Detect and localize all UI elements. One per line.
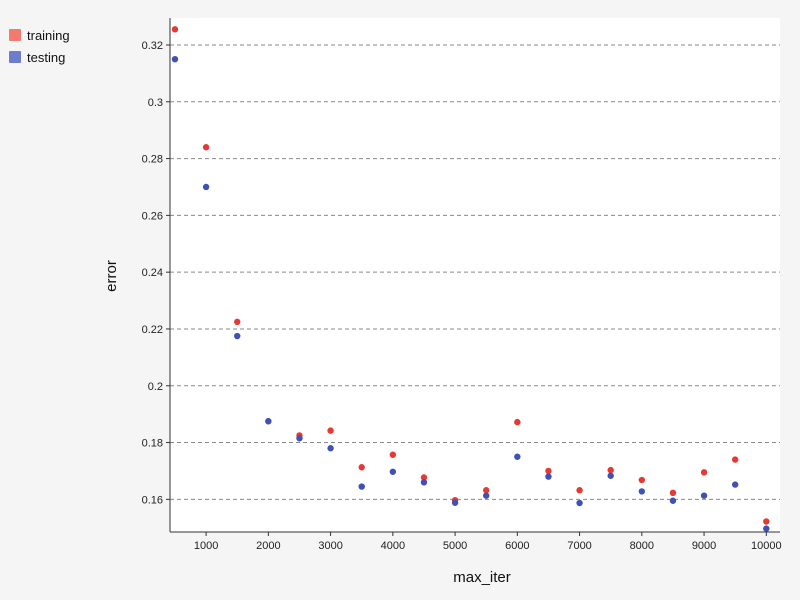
point-testing[interactable] <box>171 55 179 63</box>
x-tick-label: 8000 <box>630 540 654 552</box>
point-testing[interactable] <box>420 479 428 486</box>
point-testing[interactable] <box>327 445 334 452</box>
x-tick-label: 10000 <box>751 540 782 552</box>
point-training[interactable] <box>171 26 179 33</box>
point-testing[interactable] <box>638 488 646 495</box>
y-axis-label: error <box>103 260 120 292</box>
point-training[interactable] <box>483 487 490 494</box>
legend-swatch-training <box>9 29 21 41</box>
point-testing[interactable] <box>389 468 397 475</box>
point-testing[interactable] <box>545 473 552 480</box>
y-tick-label: 0.16 <box>142 494 163 506</box>
plot-area-background <box>170 18 780 532</box>
series-training <box>171 26 770 525</box>
x-tick-label: 5000 <box>443 540 467 552</box>
point-testing[interactable] <box>234 332 241 340</box>
point-training[interactable] <box>638 476 646 484</box>
legend-item-training[interactable]: training <box>9 28 70 43</box>
y-tick-label: 0.22 <box>142 324 163 336</box>
point-testing[interactable] <box>451 499 459 506</box>
point-training[interactable] <box>731 456 739 463</box>
legend: training testing <box>9 28 70 65</box>
y-tick-label: 0.3 <box>148 97 163 109</box>
point-training[interactable] <box>234 318 241 326</box>
point-testing[interactable] <box>483 492 490 499</box>
point-training[interactable] <box>420 474 428 481</box>
x-tick-label: 4000 <box>381 540 405 552</box>
point-training[interactable] <box>763 518 770 525</box>
point-testing[interactable] <box>296 435 303 442</box>
point-training[interactable] <box>545 467 552 475</box>
x-tick-label: 6000 <box>505 540 529 552</box>
data-points <box>171 26 770 532</box>
x-tick-label: 7000 <box>567 540 591 552</box>
y-tick-label: 0.32 <box>142 40 163 52</box>
legend-swatch-testing <box>9 51 21 63</box>
point-training[interactable] <box>358 464 365 471</box>
legend-label-training: training <box>27 28 70 43</box>
point-testing[interactable] <box>202 183 210 191</box>
gridlines <box>170 44 780 500</box>
x-tick-label: 3000 <box>318 540 342 552</box>
point-training[interactable] <box>202 144 210 151</box>
x-tick-label: 9000 <box>692 540 716 552</box>
point-testing[interactable] <box>763 525 770 532</box>
point-testing[interactable] <box>265 418 272 425</box>
point-testing[interactable] <box>576 499 583 507</box>
point-training[interactable] <box>607 466 614 474</box>
point-training[interactable] <box>514 418 521 426</box>
point-testing[interactable] <box>731 481 739 488</box>
x-tick-label: 2000 <box>256 540 280 552</box>
legend-label-testing: testing <box>27 50 65 65</box>
y-tick-label: 0.28 <box>142 154 163 166</box>
x-axis-label: max_iter <box>453 569 511 586</box>
point-testing[interactable] <box>700 492 708 499</box>
point-training[interactable] <box>700 469 708 476</box>
series-testing <box>171 55 770 532</box>
legend-item-testing[interactable]: testing <box>9 50 65 65</box>
y-tick-label: 0.26 <box>142 210 163 222</box>
y-tick-label: 0.24 <box>142 267 163 279</box>
point-testing[interactable] <box>514 453 521 460</box>
point-training[interactable] <box>389 451 397 458</box>
x-tick-label: 1000 <box>194 540 218 552</box>
y-tick-label: 0.18 <box>142 438 163 450</box>
point-testing[interactable] <box>607 472 614 479</box>
point-testing[interactable] <box>669 497 677 504</box>
point-training[interactable] <box>669 489 677 497</box>
point-training[interactable] <box>576 487 583 494</box>
point-training[interactable] <box>327 427 334 434</box>
y-tick-label: 0.2 <box>148 381 163 393</box>
x-axis-ticks: 1000 2000 3000 4000 5000 6000 7000 8000 9000 1000… <box>194 532 782 552</box>
point-testing[interactable] <box>358 483 365 490</box>
y-axis-ticks: 0.16 0.18 0.2 0.22 0.24 0.26 0.28 0.3 0.32 <box>142 40 170 506</box>
